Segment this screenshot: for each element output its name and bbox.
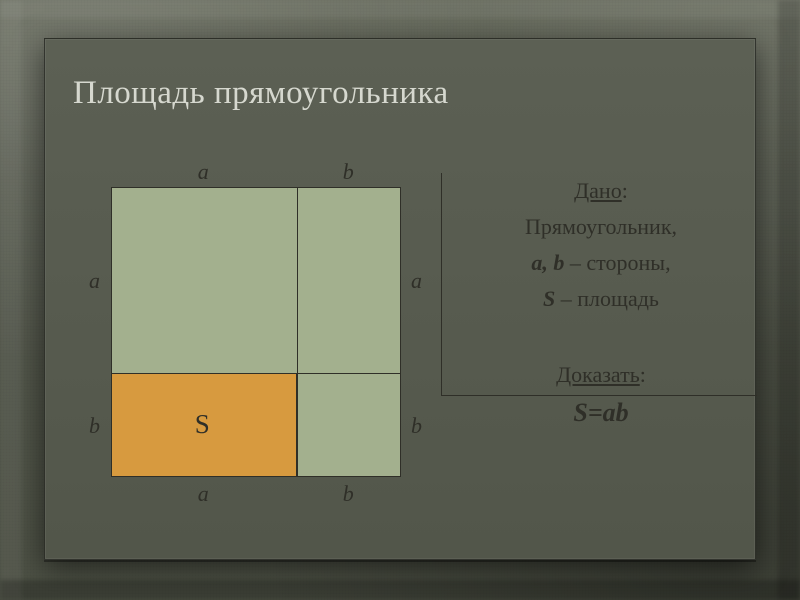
dim-left-a: a: [89, 268, 100, 294]
dim-top-a: a: [198, 159, 209, 185]
prove-block: Доказать: S=ab: [451, 359, 751, 433]
given-heading-text: Дано: [574, 178, 622, 203]
given-S-symbol: S: [543, 286, 555, 311]
right-column: Дано: Прямоугольник, a, b – стороны, S –…: [451, 171, 751, 436]
torn-edge-bottom: [0, 580, 800, 600]
diagram-label-S: S: [195, 409, 210, 440]
prove-formula: S=ab: [451, 394, 751, 432]
dim-right-a: a: [411, 268, 422, 294]
slide-title: Площадь прямоугольника: [73, 75, 449, 112]
prove-heading: Доказать:: [451, 359, 751, 391]
dim-left-b: b: [89, 413, 100, 439]
given-line-shape: Прямоугольник,: [451, 211, 751, 243]
dim-bottom-b: b: [343, 481, 354, 507]
given-ab-symbols: a, b: [531, 250, 564, 275]
torn-edge-left: [0, 0, 22, 600]
dim-right-b: b: [411, 413, 422, 439]
divider-vertical: [441, 173, 442, 395]
given-line-ab: a, b – стороны,: [451, 247, 751, 279]
dim-top-b: b: [343, 159, 354, 185]
prove-heading-text: Доказать: [556, 362, 640, 387]
diagram-vertical-divider: [297, 187, 298, 477]
given-ab-rest: – стороны,: [564, 250, 670, 275]
prove-formula-rhs: ab: [603, 398, 629, 427]
diagram: S a b a b a b a b: [111, 187, 401, 477]
given-heading: Дано:: [451, 175, 751, 207]
given-line-S: S – площадь: [451, 283, 751, 315]
dim-bottom-a: a: [198, 481, 209, 507]
prove-formula-lhs: S=: [573, 398, 602, 427]
torn-edge-top: [0, 0, 800, 18]
given-S-rest: – площадь: [555, 286, 659, 311]
slide-frame: Площадь прямоугольника S a b a b a b a b…: [44, 38, 756, 560]
torn-edge-right: [778, 0, 800, 600]
